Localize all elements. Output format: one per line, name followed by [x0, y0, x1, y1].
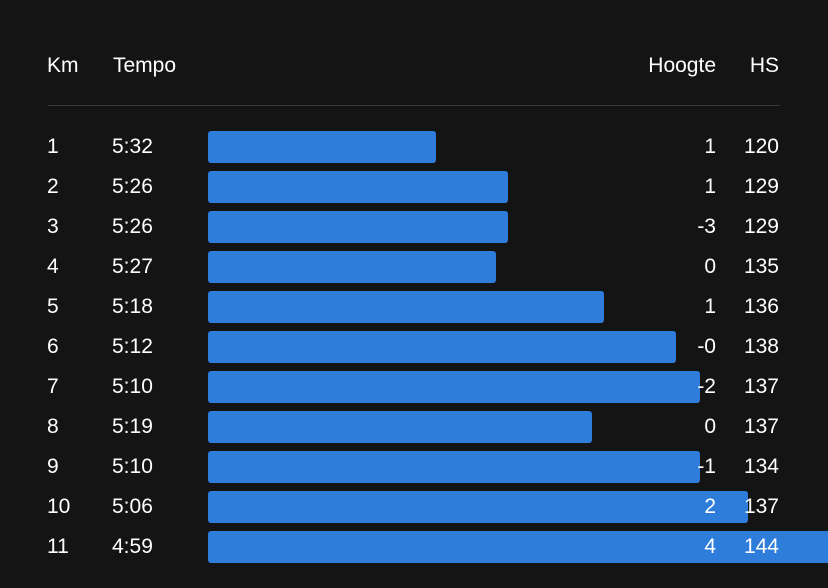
split-hs: 135: [743, 255, 779, 278]
split-hoogte: 0: [704, 415, 716, 438]
header-divider: [48, 105, 780, 106]
split-km: 7: [47, 375, 59, 398]
split-row: 7 5:10 -2 137: [0, 371, 828, 403]
split-km: 11: [47, 535, 69, 558]
split-tempo: 5:06: [112, 495, 153, 518]
split-tempo: 5:19: [112, 415, 153, 438]
split-tempo: 4:59: [112, 535, 153, 558]
split-hoogte: 1: [704, 295, 716, 318]
split-tempo: 5:32: [112, 135, 153, 158]
pace-bar: [208, 491, 748, 523]
pace-bar: [208, 371, 700, 403]
split-tempo: 5:10: [112, 375, 153, 398]
split-hs: 137: [743, 375, 779, 398]
pace-bar: [208, 211, 508, 243]
split-km: 4: [47, 255, 59, 278]
split-km: 8: [47, 415, 59, 438]
split-km: 9: [47, 455, 59, 478]
split-row: 6 5:12 -0 138: [0, 331, 828, 363]
split-hs: 144: [743, 535, 779, 558]
split-hs: 134: [743, 455, 779, 478]
pace-bar: [208, 291, 604, 323]
split-row: 5 5:18 1 136: [0, 291, 828, 323]
split-row: 9 5:10 -1 134: [0, 451, 828, 483]
split-hoogte: 4: [704, 535, 716, 558]
pace-bar: [208, 531, 828, 563]
split-row: 2 5:26 1 129: [0, 171, 828, 203]
split-hs: 129: [743, 175, 779, 198]
pace-bar: [208, 131, 436, 163]
pace-bar: [208, 411, 592, 443]
split-tempo: 5:10: [112, 455, 153, 478]
table-header: Km Tempo Hoogte HS: [0, 50, 828, 82]
header-km: Km: [47, 54, 79, 77]
split-tempo: 5:18: [112, 295, 153, 318]
split-row: 4 5:27 0 135: [0, 251, 828, 283]
split-hoogte: -3: [697, 215, 716, 238]
split-hs: 137: [743, 495, 779, 518]
split-km: 10: [47, 495, 71, 518]
split-tempo: 5:12: [112, 335, 153, 358]
header-hoogte: Hoogte: [648, 54, 716, 77]
split-km: 1: [47, 135, 59, 158]
split-hoogte: 1: [704, 175, 716, 198]
split-hs: 136: [743, 295, 779, 318]
split-row: 3 5:26 -3 129: [0, 211, 828, 243]
split-tempo: 5:26: [112, 175, 153, 198]
split-tempo: 5:26: [112, 215, 153, 238]
split-row: 1 5:32 1 120: [0, 131, 828, 163]
split-hs: 129: [743, 215, 779, 238]
split-km: 3: [47, 215, 59, 238]
split-km: 5: [47, 295, 59, 318]
split-hoogte: -0: [697, 335, 716, 358]
split-hs: 138: [743, 335, 779, 358]
split-hoogte: 0: [704, 255, 716, 278]
split-hoogte: -2: [697, 375, 716, 398]
split-tempo: 5:27: [112, 255, 153, 278]
pace-bar: [208, 451, 700, 483]
split-hoogte: -1: [697, 455, 716, 478]
pace-bar: [208, 171, 508, 203]
split-row: 11 4:59 4 144: [0, 531, 828, 563]
split-km: 2: [47, 175, 59, 198]
header-hs: HS: [749, 54, 779, 77]
header-tempo: Tempo: [113, 54, 177, 77]
split-hs: 120: [743, 135, 779, 158]
pace-bar: [208, 251, 496, 283]
split-km: 6: [47, 335, 59, 358]
split-row: 10 5:06 2 137: [0, 491, 828, 523]
split-hs: 137: [743, 415, 779, 438]
split-hoogte: 1: [704, 135, 716, 158]
pace-bar: [208, 331, 676, 363]
split-hoogte: 2: [704, 495, 716, 518]
split-row: 8 5:19 0 137: [0, 411, 828, 443]
